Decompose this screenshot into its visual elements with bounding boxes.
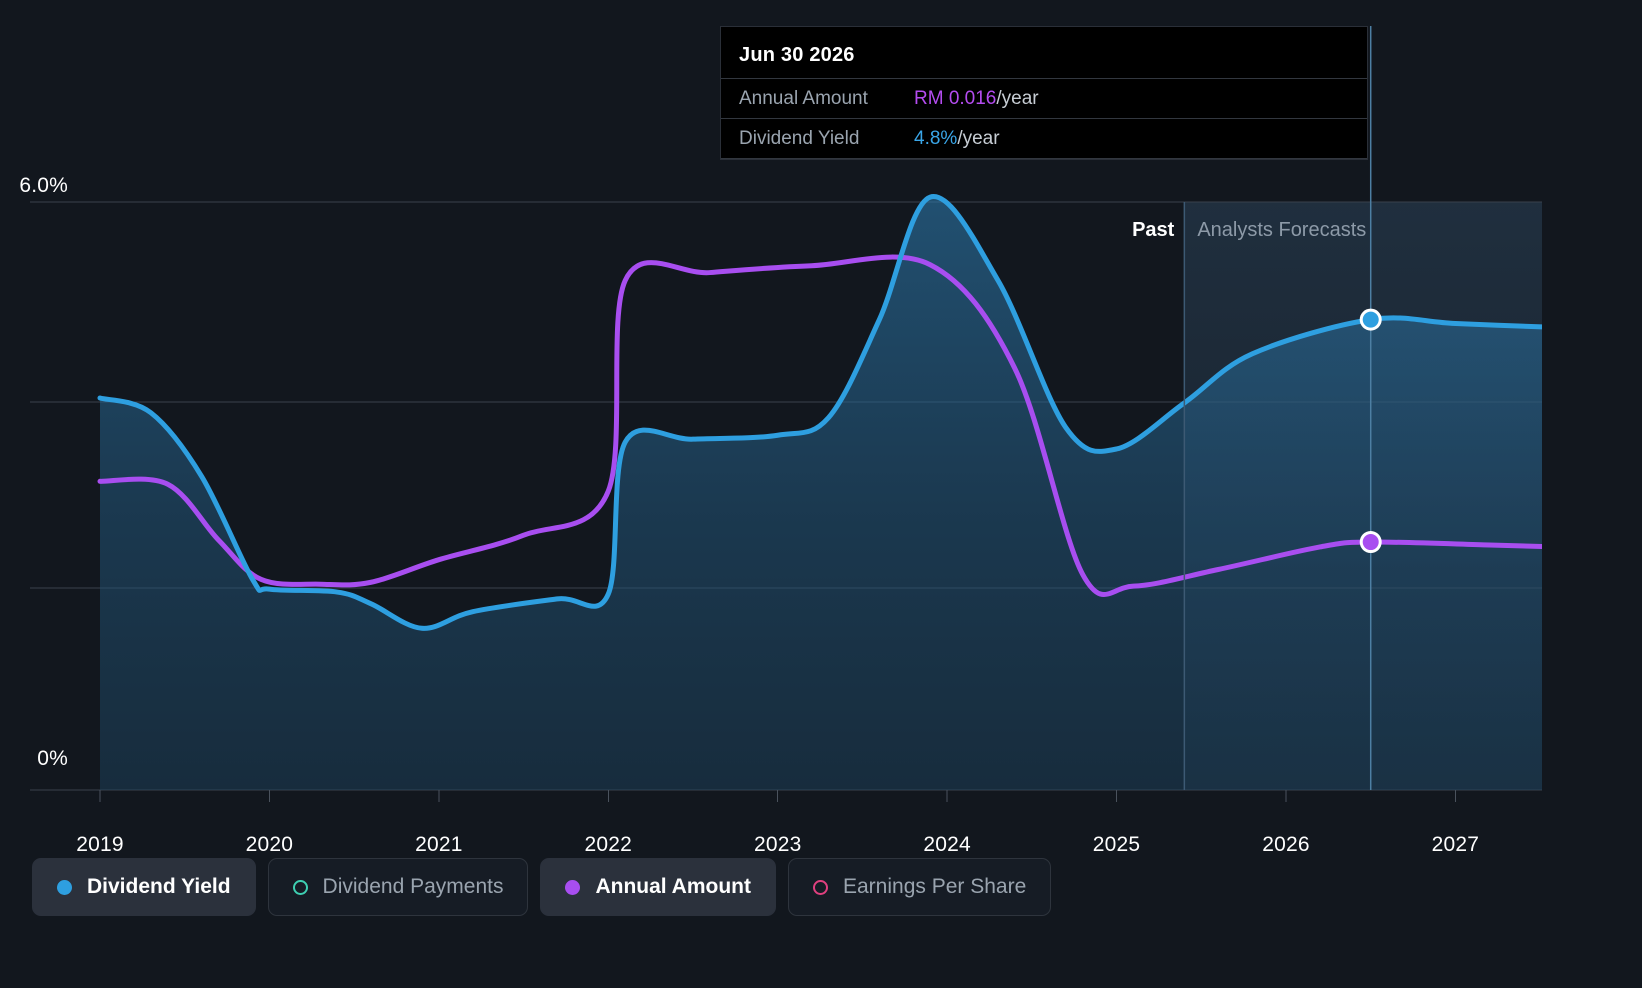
forecast-band-label: Analysts Forecasts (1197, 219, 1367, 241)
legend-dot-icon (813, 879, 828, 895)
marker-dot-dividend-yield[interactable] (1362, 311, 1379, 328)
tooltip-value-annual-amount-suffix: /year (996, 87, 1039, 109)
legend-dot-icon (57, 879, 72, 895)
y-axis-label-min: 0% (37, 747, 68, 770)
x-axis-label-2026: 2026 (1262, 833, 1310, 856)
legend-label: Dividend Yield (87, 875, 231, 898)
dividend-yield-line (97, 194, 1542, 631)
tooltip-value-dividend-yield: 4.8%/year (914, 128, 1000, 150)
legend-item-earnings-per-share[interactable]: Earnings Per Share (788, 858, 1052, 916)
tooltip-value-annual-amount: RM 0.016/year (914, 88, 1039, 110)
legend-dot-icon (565, 879, 581, 895)
tooltip-label-dividend-yield: Dividend Yield (739, 127, 860, 149)
x-axis-label-2024: 2024 (923, 833, 971, 856)
x-axis-label-2021: 2021 (415, 833, 463, 856)
dividend-yield-area (100, 196, 1542, 790)
chart-legend: Dividend Yield Dividend Payments Annual Am… (32, 858, 1052, 916)
legend-item-annual-amount[interactable]: Annual Amount (540, 858, 776, 916)
x-axis-label-2025: 2025 (1092, 833, 1141, 856)
x-axis-label-2019: 2019 (76, 833, 124, 856)
tooltip-row-dividend-yield: Dividend Yield 4.8%/year (721, 118, 1367, 159)
legend-label: Dividend Payments (322, 875, 504, 898)
y-axis-label-max: 6.0% (19, 174, 68, 197)
tooltip-label-annual-amount: Annual Amount (739, 87, 868, 109)
legend-label: Annual Amount (595, 875, 751, 898)
legend-dot-icon (292, 879, 308, 895)
tooltip-value-annual-amount-number: 0.016 (948, 87, 997, 109)
annual-amount-line (97, 254, 1542, 597)
legend-item-dividend-yield[interactable]: Dividend Yield (32, 858, 256, 916)
legend-label: Earnings Per Share (843, 875, 1027, 898)
series-markers (1359, 308, 1382, 554)
x-axis-tickmarks (99, 790, 1456, 802)
x-axis-label-2020: 2020 (245, 833, 294, 856)
hover-tooltip: Jun 30 2026 Annual Amount RM 0.016/year … (720, 26, 1368, 160)
tooltip-value-dividend-yield-number: 4.8% (914, 127, 958, 149)
legend-item-dividend-payments[interactable]: Dividend Payments (267, 858, 529, 916)
past-band-label: Past (1132, 219, 1175, 241)
chart-plot-area: 6.0% 0% 2019 2020 2021 2022 2023 2024 2025 2026… (19, 26, 1542, 856)
tooltip-value-annual-amount-prefix: RM (914, 87, 949, 109)
marker-dot-annual-amount[interactable] (1362, 534, 1379, 551)
x-axis-label-2022: 2022 (584, 833, 633, 856)
tooltip-value-dividend-yield-suffix: /year (957, 127, 1000, 149)
series-group (97, 194, 1542, 790)
x-axis-label-2027: 2027 (1431, 833, 1480, 856)
chart-canvas (30, 26, 1542, 802)
tooltip-row-annual-amount: Annual Amount RM 0.016/year (721, 78, 1367, 118)
x-axis-label-2023: 2023 (753, 833, 802, 856)
tooltip-date: Jun 30 2026 (739, 44, 855, 66)
